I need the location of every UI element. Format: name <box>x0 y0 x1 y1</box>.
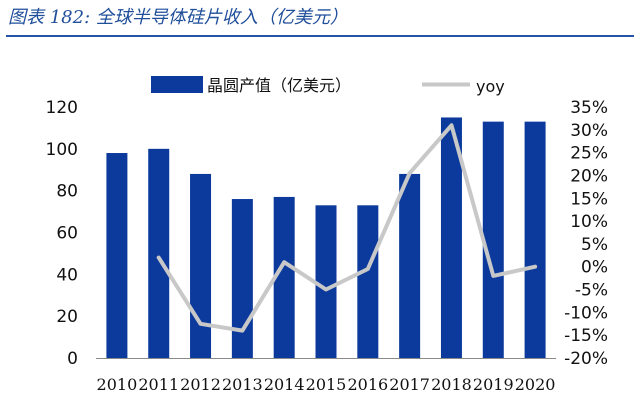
left-axis-tick-label: 80 <box>56 182 78 202</box>
right-axis-tick-label: 25% <box>570 144 608 164</box>
x-axis-tick-label: 2011 <box>138 375 179 394</box>
left-axis-tick-label: 20 <box>56 307 78 327</box>
right-axis-tick-label: 5% <box>581 235 608 255</box>
right-axis-tick-label: 0% <box>581 258 608 278</box>
left-axis-tick-label: 0 <box>67 349 78 369</box>
x-axis-tick-label: 2019 <box>473 375 514 394</box>
legend-label-line: yoy <box>476 77 505 96</box>
legend-swatch-bar <box>151 76 203 93</box>
bar-series <box>106 117 546 359</box>
left-axis-tick-label: 60 <box>56 224 78 244</box>
right-axis-tick-label: 10% <box>570 212 608 232</box>
bar <box>440 117 462 358</box>
x-axis-tick-label: 2015 <box>306 375 347 394</box>
bar <box>190 173 212 358</box>
bar <box>399 173 421 358</box>
x-axis-tick-label: 2017 <box>389 375 430 394</box>
right-axis-tick-label: -10% <box>564 303 608 323</box>
legend-label-bar: 晶圆产值（亿美元） <box>207 76 351 95</box>
x-axis-tick-label: 2018 <box>431 375 472 394</box>
bar <box>273 196 295 358</box>
x-axis-tick-label: 2020 <box>515 375 556 394</box>
x-axis-tick-label: 2013 <box>222 375 263 394</box>
x-axis-tick-label: 2014 <box>264 375 305 394</box>
right-axis-tick-label: -5% <box>575 281 608 301</box>
left-axis-tick-label: 100 <box>46 140 78 160</box>
line-series <box>156 123 538 333</box>
chart-legend: 晶圆产值（亿美元） yoy <box>151 76 505 96</box>
right-axis-tick-label: -15% <box>564 326 608 346</box>
bar <box>106 153 128 358</box>
x-axis-tick-label: 2012 <box>180 375 221 394</box>
right-axis-tick-label: -20% <box>564 349 608 369</box>
chart-axes: 0 20 40 60 80 100 120 -20% -15% -10%-5% 0% 5% 10% 15%… <box>46 98 608 394</box>
left-axis-tick-label: 40 <box>56 265 78 285</box>
x-axis-tick-label: 2010 <box>97 375 138 394</box>
bar <box>524 121 546 359</box>
right-axis-tick-label: 35% <box>570 98 608 118</box>
figure-title: 图表 182: 全球半导体硅片收入（亿美元） <box>8 7 348 28</box>
bar <box>231 199 253 358</box>
bar <box>148 148 170 358</box>
title-rule <box>6 35 634 37</box>
right-axis-tick-label: 15% <box>570 189 608 209</box>
right-axis-tick-label: 20% <box>570 166 608 186</box>
right-axis-tick-label: 30% <box>570 121 608 141</box>
left-axis-tick-label: 120 <box>46 98 78 118</box>
yoy-line <box>156 123 538 333</box>
x-axis-tick-label: 2016 <box>347 375 388 394</box>
bar <box>357 205 379 358</box>
bar <box>482 121 504 359</box>
bar <box>315 205 337 358</box>
